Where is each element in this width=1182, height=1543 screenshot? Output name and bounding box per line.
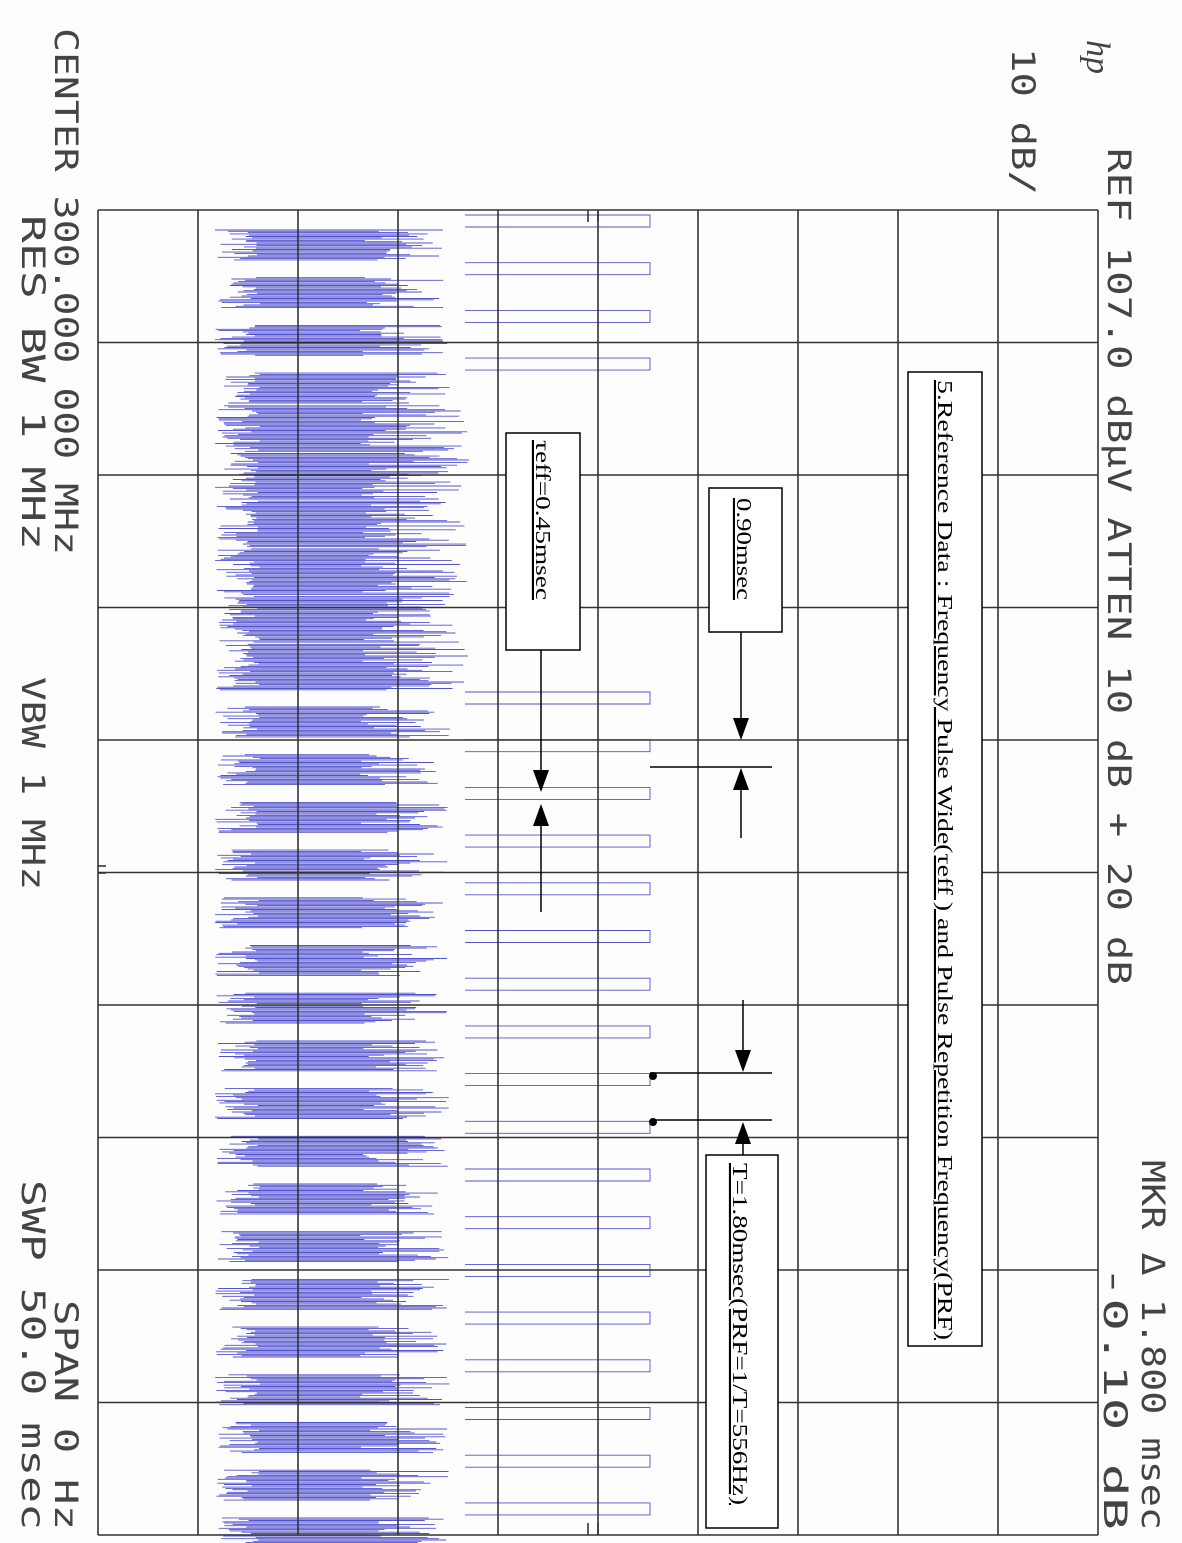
arrowhead [533, 804, 549, 826]
width-box [708, 487, 783, 633]
arrows [533, 632, 772, 1155]
marker-dot [649, 1072, 657, 1080]
arrowhead [733, 718, 749, 740]
res-bw-label: RES BW 1 MHz [14, 215, 52, 550]
period-box [705, 1154, 779, 1529]
scale-label: 10 dB/ [1004, 48, 1042, 195]
arrowhead [533, 770, 549, 792]
period-label: T=1.80msec(PRF=1/T=556Hz) [728, 1163, 752, 1505]
marker-level: -0.10 dB [1096, 1265, 1134, 1530]
width-label: 0.90msec [732, 498, 756, 600]
title-box [907, 371, 983, 1347]
center-label: CENTER 300.000 000 MHz [47, 28, 85, 555]
arrowhead [733, 768, 749, 790]
reference-label: REF 107.0 dBµV ATTEN 10 dB + 20 dB [1100, 148, 1138, 985]
vbw-label: VBW 1 MHz [14, 677, 52, 890]
arrowhead [735, 1050, 751, 1072]
trace-path [215, 214, 651, 1543]
marker-dot [649, 1118, 657, 1126]
tau-label: τeff=0.45msec [531, 440, 555, 600]
sweep-label: SWP 50.0 msec [14, 1180, 52, 1530]
graticule [97, 209, 1099, 1536]
arrowhead [735, 1122, 751, 1144]
annotations: 5.Reference Data : Frequency Pulse Wide(… [505, 371, 983, 1529]
span-label: SPAN 0 Hz [47, 1300, 85, 1530]
annotation-title: 5.Reference Data : Frequency Pulse Wide(… [933, 380, 957, 1340]
tau-box [505, 432, 581, 651]
logo: hp [1079, 40, 1116, 74]
signal-trace [215, 214, 651, 1543]
marker-label: MKR Δ 1.800 msec [1134, 1160, 1172, 1530]
